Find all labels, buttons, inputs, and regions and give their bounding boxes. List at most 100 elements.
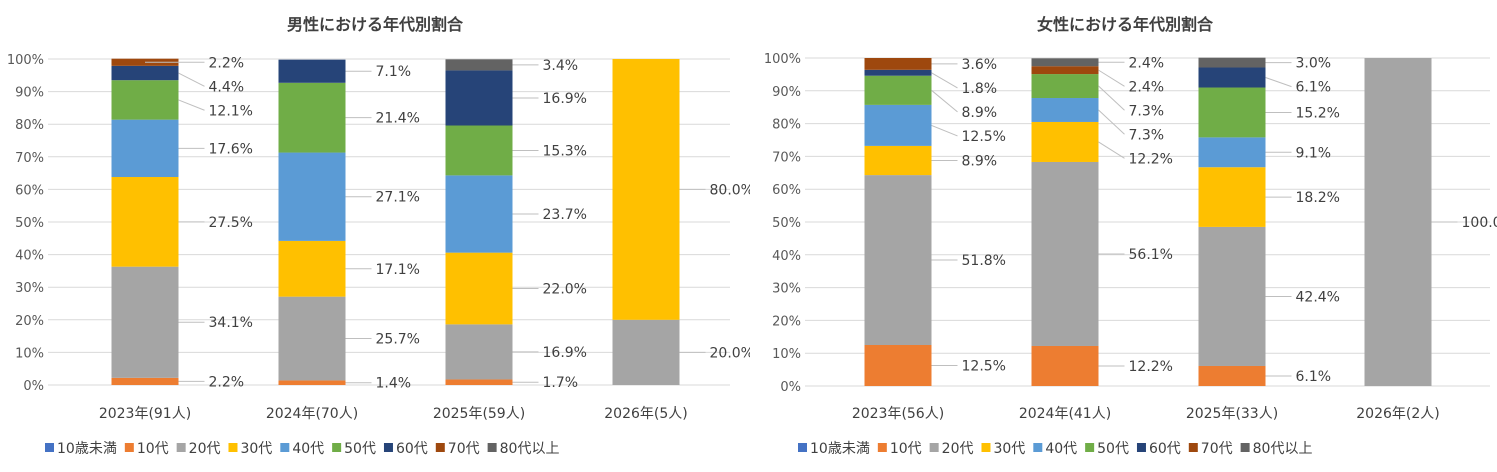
bar-segment bbox=[278, 82, 346, 153]
y-tick-label: 70% bbox=[772, 150, 801, 165]
data-label: 1.8% bbox=[962, 81, 998, 97]
leader-line bbox=[931, 72, 958, 89]
bar-segment bbox=[1031, 161, 1099, 346]
y-tick-label: 20% bbox=[772, 314, 801, 329]
data-label: 22.0% bbox=[543, 282, 587, 298]
legend-swatch bbox=[383, 443, 393, 452]
data-label: 2.4% bbox=[1129, 55, 1165, 71]
y-tick-label: 10% bbox=[772, 347, 801, 362]
legend-label: 30代 bbox=[240, 441, 272, 457]
leader-line bbox=[178, 72, 205, 87]
bar-segment bbox=[864, 58, 932, 70]
data-label: 1.7% bbox=[543, 375, 579, 391]
data-label: 100.0% bbox=[1462, 215, 1497, 231]
data-label: 34.1% bbox=[209, 315, 253, 331]
x-category-label: 2026年(2人) bbox=[1356, 406, 1439, 422]
data-label: 80.0% bbox=[710, 182, 751, 198]
bar-segment bbox=[111, 119, 179, 178]
legend-swatch bbox=[487, 443, 497, 452]
bar-segment bbox=[278, 152, 346, 241]
y-tick-label: 50% bbox=[15, 216, 44, 231]
leader-line bbox=[1098, 109, 1125, 135]
legend-label: 20代 bbox=[189, 441, 221, 457]
data-label: 16.9% bbox=[543, 345, 587, 361]
leader-line bbox=[1265, 77, 1292, 88]
legend-label: 80代以上 bbox=[500, 441, 560, 457]
y-tick-label: 100% bbox=[764, 52, 801, 67]
bar-segment bbox=[445, 59, 513, 71]
data-label: 3.0% bbox=[1296, 56, 1332, 72]
bar-segment bbox=[1198, 137, 1266, 168]
legend-swatch bbox=[332, 443, 342, 452]
x-category-label: 2024年(41人) bbox=[1019, 406, 1111, 422]
bar-segment bbox=[1198, 87, 1266, 138]
bar-segment bbox=[864, 69, 932, 76]
legend-label: 30代 bbox=[993, 441, 1025, 457]
legend-swatch bbox=[124, 443, 134, 452]
legend-label: 50代 bbox=[1097, 441, 1129, 457]
y-tick-label: 30% bbox=[772, 282, 801, 297]
bar-segment bbox=[1364, 58, 1432, 386]
legend-label: 70代 bbox=[448, 441, 480, 457]
data-label: 42.4% bbox=[1296, 289, 1340, 305]
data-label: 7.3% bbox=[1129, 103, 1165, 119]
y-tick-label: 80% bbox=[15, 118, 44, 133]
bar-segment bbox=[445, 252, 513, 325]
data-label: 56.1% bbox=[1129, 247, 1173, 263]
data-label: 15.2% bbox=[1296, 105, 1340, 121]
legend-label: 40代 bbox=[1045, 441, 1077, 457]
data-label: 3.4% bbox=[543, 58, 579, 74]
legend-swatch bbox=[45, 443, 54, 452]
data-label: 2.2% bbox=[209, 374, 245, 390]
data-label: 4.4% bbox=[209, 79, 245, 95]
data-label: 12.1% bbox=[209, 103, 253, 119]
bar-segment bbox=[864, 345, 932, 386]
bar-segment bbox=[111, 65, 179, 81]
x-category-label: 2024年(70人) bbox=[266, 406, 358, 422]
legend-swatch bbox=[280, 443, 290, 452]
y-tick-label: 70% bbox=[15, 151, 44, 166]
data-label: 27.5% bbox=[209, 215, 253, 231]
legend-swatch bbox=[1085, 443, 1095, 452]
x-category-label: 2025年(59人) bbox=[433, 406, 525, 422]
data-label: 51.8% bbox=[962, 253, 1006, 269]
data-label: 9.1% bbox=[1296, 145, 1332, 161]
bar-segment bbox=[445, 70, 513, 126]
legend-swatch bbox=[798, 443, 807, 452]
legend-label: 60代 bbox=[396, 441, 428, 457]
legend-swatch bbox=[929, 443, 939, 452]
bar-segment bbox=[445, 324, 513, 380]
bar-segment bbox=[1031, 74, 1099, 99]
leader-line bbox=[1098, 141, 1125, 159]
bar-segment bbox=[1198, 226, 1266, 366]
data-label: 6.1% bbox=[1296, 369, 1332, 385]
data-label: 20.0% bbox=[710, 345, 751, 361]
bar-segment bbox=[111, 266, 179, 378]
bar-segment bbox=[278, 296, 346, 381]
bar-segment bbox=[1031, 345, 1099, 386]
bar-segment bbox=[612, 59, 680, 320]
data-label: 6.1% bbox=[1296, 80, 1332, 96]
y-tick-label: 10% bbox=[15, 346, 44, 361]
legend-label: 10歳未満 bbox=[57, 441, 117, 457]
legend-label: 70代 bbox=[1201, 441, 1233, 457]
data-label: 2.4% bbox=[1129, 79, 1165, 95]
leader-line bbox=[931, 89, 958, 113]
data-label: 21.4% bbox=[376, 111, 420, 127]
y-tick-label: 0% bbox=[780, 380, 801, 395]
legend-swatch bbox=[1188, 443, 1198, 452]
legend-swatch bbox=[176, 443, 186, 452]
data-label: 18.2% bbox=[1296, 190, 1340, 206]
leader-line bbox=[178, 99, 205, 111]
legend-swatch bbox=[435, 443, 445, 452]
bar-segment bbox=[864, 75, 932, 105]
data-label: 27.1% bbox=[376, 190, 420, 206]
data-label: 7.1% bbox=[376, 64, 412, 80]
y-tick-label: 60% bbox=[772, 183, 801, 198]
data-label: 23.7% bbox=[543, 207, 587, 223]
y-tick-label: 90% bbox=[772, 85, 801, 100]
legend-label: 80代以上 bbox=[1253, 441, 1313, 457]
y-tick-label: 80% bbox=[772, 118, 801, 133]
data-label: 1.4% bbox=[376, 376, 412, 392]
bar-segment bbox=[1198, 57, 1266, 68]
